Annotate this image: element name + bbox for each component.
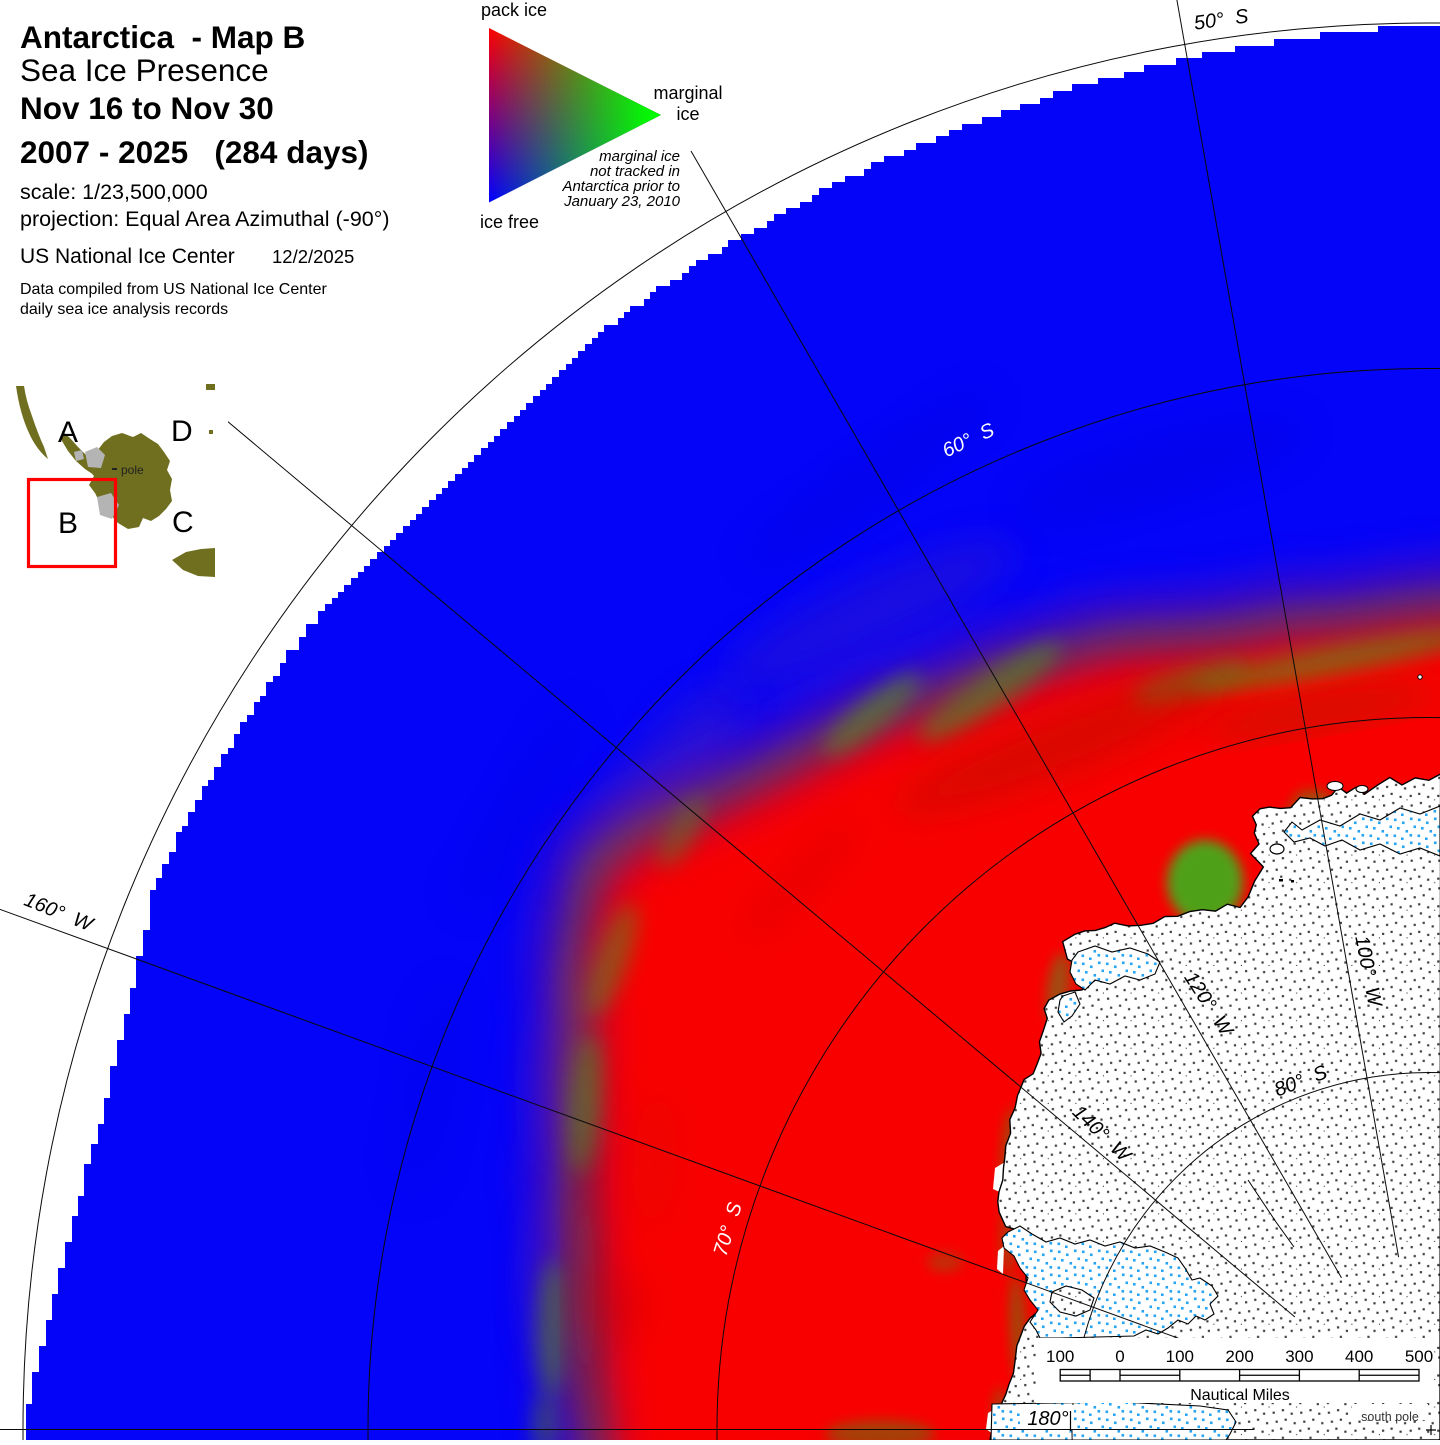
svg-text:January 23, 2010: January 23, 2010 — [563, 193, 681, 210]
svg-text:12/2/2025: 12/2/2025 — [272, 246, 354, 267]
svg-text:marginal ice: marginal ice — [599, 148, 680, 165]
svg-text:100: 100 — [1046, 1347, 1074, 1366]
svg-text:180°: 180° — [1027, 1408, 1068, 1430]
svg-text:D: D — [171, 415, 193, 448]
svg-text:Antarctica - Map B: Antarctica - Map B — [20, 19, 305, 55]
svg-text:0: 0 — [1115, 1347, 1124, 1366]
svg-text:B: B — [58, 507, 78, 540]
svg-text:2007 - 2025 (284 days): 2007 - 2025 (284 days) — [20, 134, 368, 170]
svg-text:scale: 1/23,500,000: scale: 1/23,500,000 — [20, 180, 208, 204]
svg-text:Nautical Miles: Nautical Miles — [1190, 1387, 1290, 1404]
svg-text:C: C — [172, 506, 194, 539]
svg-text:400: 400 — [1345, 1347, 1373, 1366]
svg-text:500: 500 — [1405, 1347, 1433, 1366]
svg-text:pole: pole — [121, 463, 144, 477]
svg-text:Sea Ice Presence: Sea Ice Presence — [20, 52, 269, 88]
svg-text:200: 200 — [1225, 1347, 1253, 1366]
svg-text:100: 100 — [1166, 1347, 1194, 1366]
svg-text:Antarctica prior to: Antarctica prior to — [561, 178, 680, 195]
svg-text:US National Ice Center: US National Ice Center — [20, 245, 235, 268]
svg-text:marginal: marginal — [653, 83, 722, 103]
svg-text:A: A — [58, 416, 78, 449]
svg-text:projection: Equal Area Azimuth: projection: Equal Area Azimuthal (-90°) — [20, 207, 390, 231]
svg-text:south pole: south pole — [1361, 1410, 1419, 1424]
svg-text:daily sea ice analysis records: daily sea ice analysis records — [20, 301, 228, 318]
svg-text:not tracked in: not tracked in — [590, 163, 680, 180]
svg-text:Nov 16 to Nov 30: Nov 16 to Nov 30 — [20, 90, 274, 126]
svg-text:pack ice: pack ice — [481, 0, 547, 20]
svg-text:300: 300 — [1285, 1347, 1313, 1366]
svg-text:ice: ice — [676, 104, 699, 124]
svg-text:ice free: ice free — [480, 212, 539, 232]
svg-text:Data compiled from US National: Data compiled from US National Ice Cente… — [20, 281, 327, 298]
